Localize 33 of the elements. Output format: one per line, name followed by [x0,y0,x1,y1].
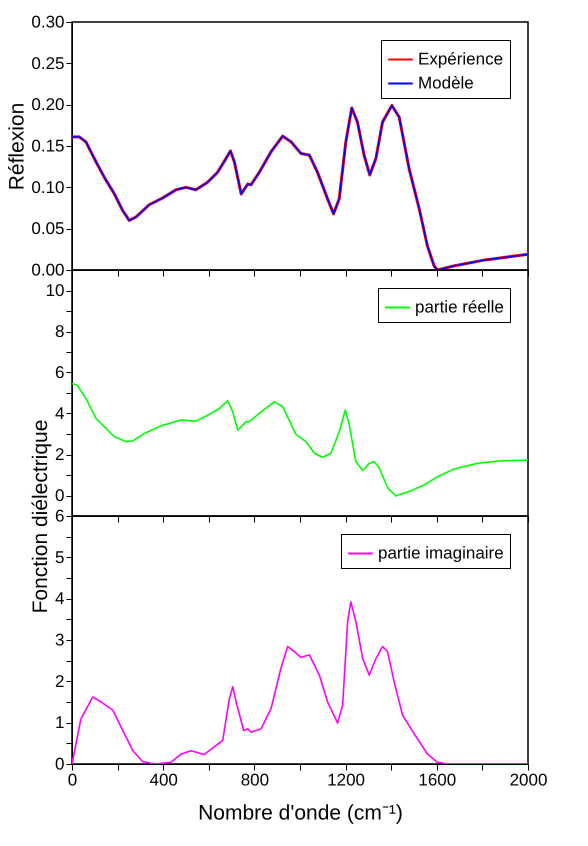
y-tick-label: 2 [55,672,64,691]
y-tick-label: 2 [55,445,64,464]
y-axis-title: Fonction diélectrique [29,420,52,614]
y-tick-label: 5 [55,548,64,567]
y-tick-label: 8 [55,322,64,341]
y-tick-label: 6 [55,363,64,382]
y-tick-label: 0.15 [31,136,64,156]
x-tick-label: 0 [68,770,78,790]
y-tick-label: 6 [55,506,64,526]
y-tick-label: 0.25 [31,54,64,73]
x-tick-label: 400 [150,770,178,790]
y-tick-label: 4 [55,404,64,423]
y-tick-label: 10 [46,281,64,300]
legend-label: partie imaginaire [378,544,504,562]
x-tick-label: 2000 [510,770,548,790]
y-tick-label: 1 [55,713,64,732]
y-tick-label: 0.30 [31,12,64,32]
y-tick-label: 4 [55,589,64,608]
y-tick-label: 0.00 [31,260,64,280]
x-tick-label: 800 [240,770,270,790]
y-tick-label: 0.10 [31,178,64,197]
y-tick-label: 0 [55,754,64,774]
x-tick-label: 1200 [327,770,366,790]
y-tick-label: 0.05 [31,219,64,238]
y-tick-label: 3 [55,630,64,650]
y-tick-label: 0 [55,486,64,505]
x-axis-title: Nombre d'onde (cm⁻¹) [198,802,403,824]
x-tick-label: 1600 [418,770,456,790]
legend-label: Expérience [418,50,504,68]
y-tick-label: 0.20 [31,95,64,114]
legend-label: partie réelle [415,298,504,316]
legend-label: Modèle [418,74,474,92]
y-axis-title: Réflexion [5,102,28,190]
